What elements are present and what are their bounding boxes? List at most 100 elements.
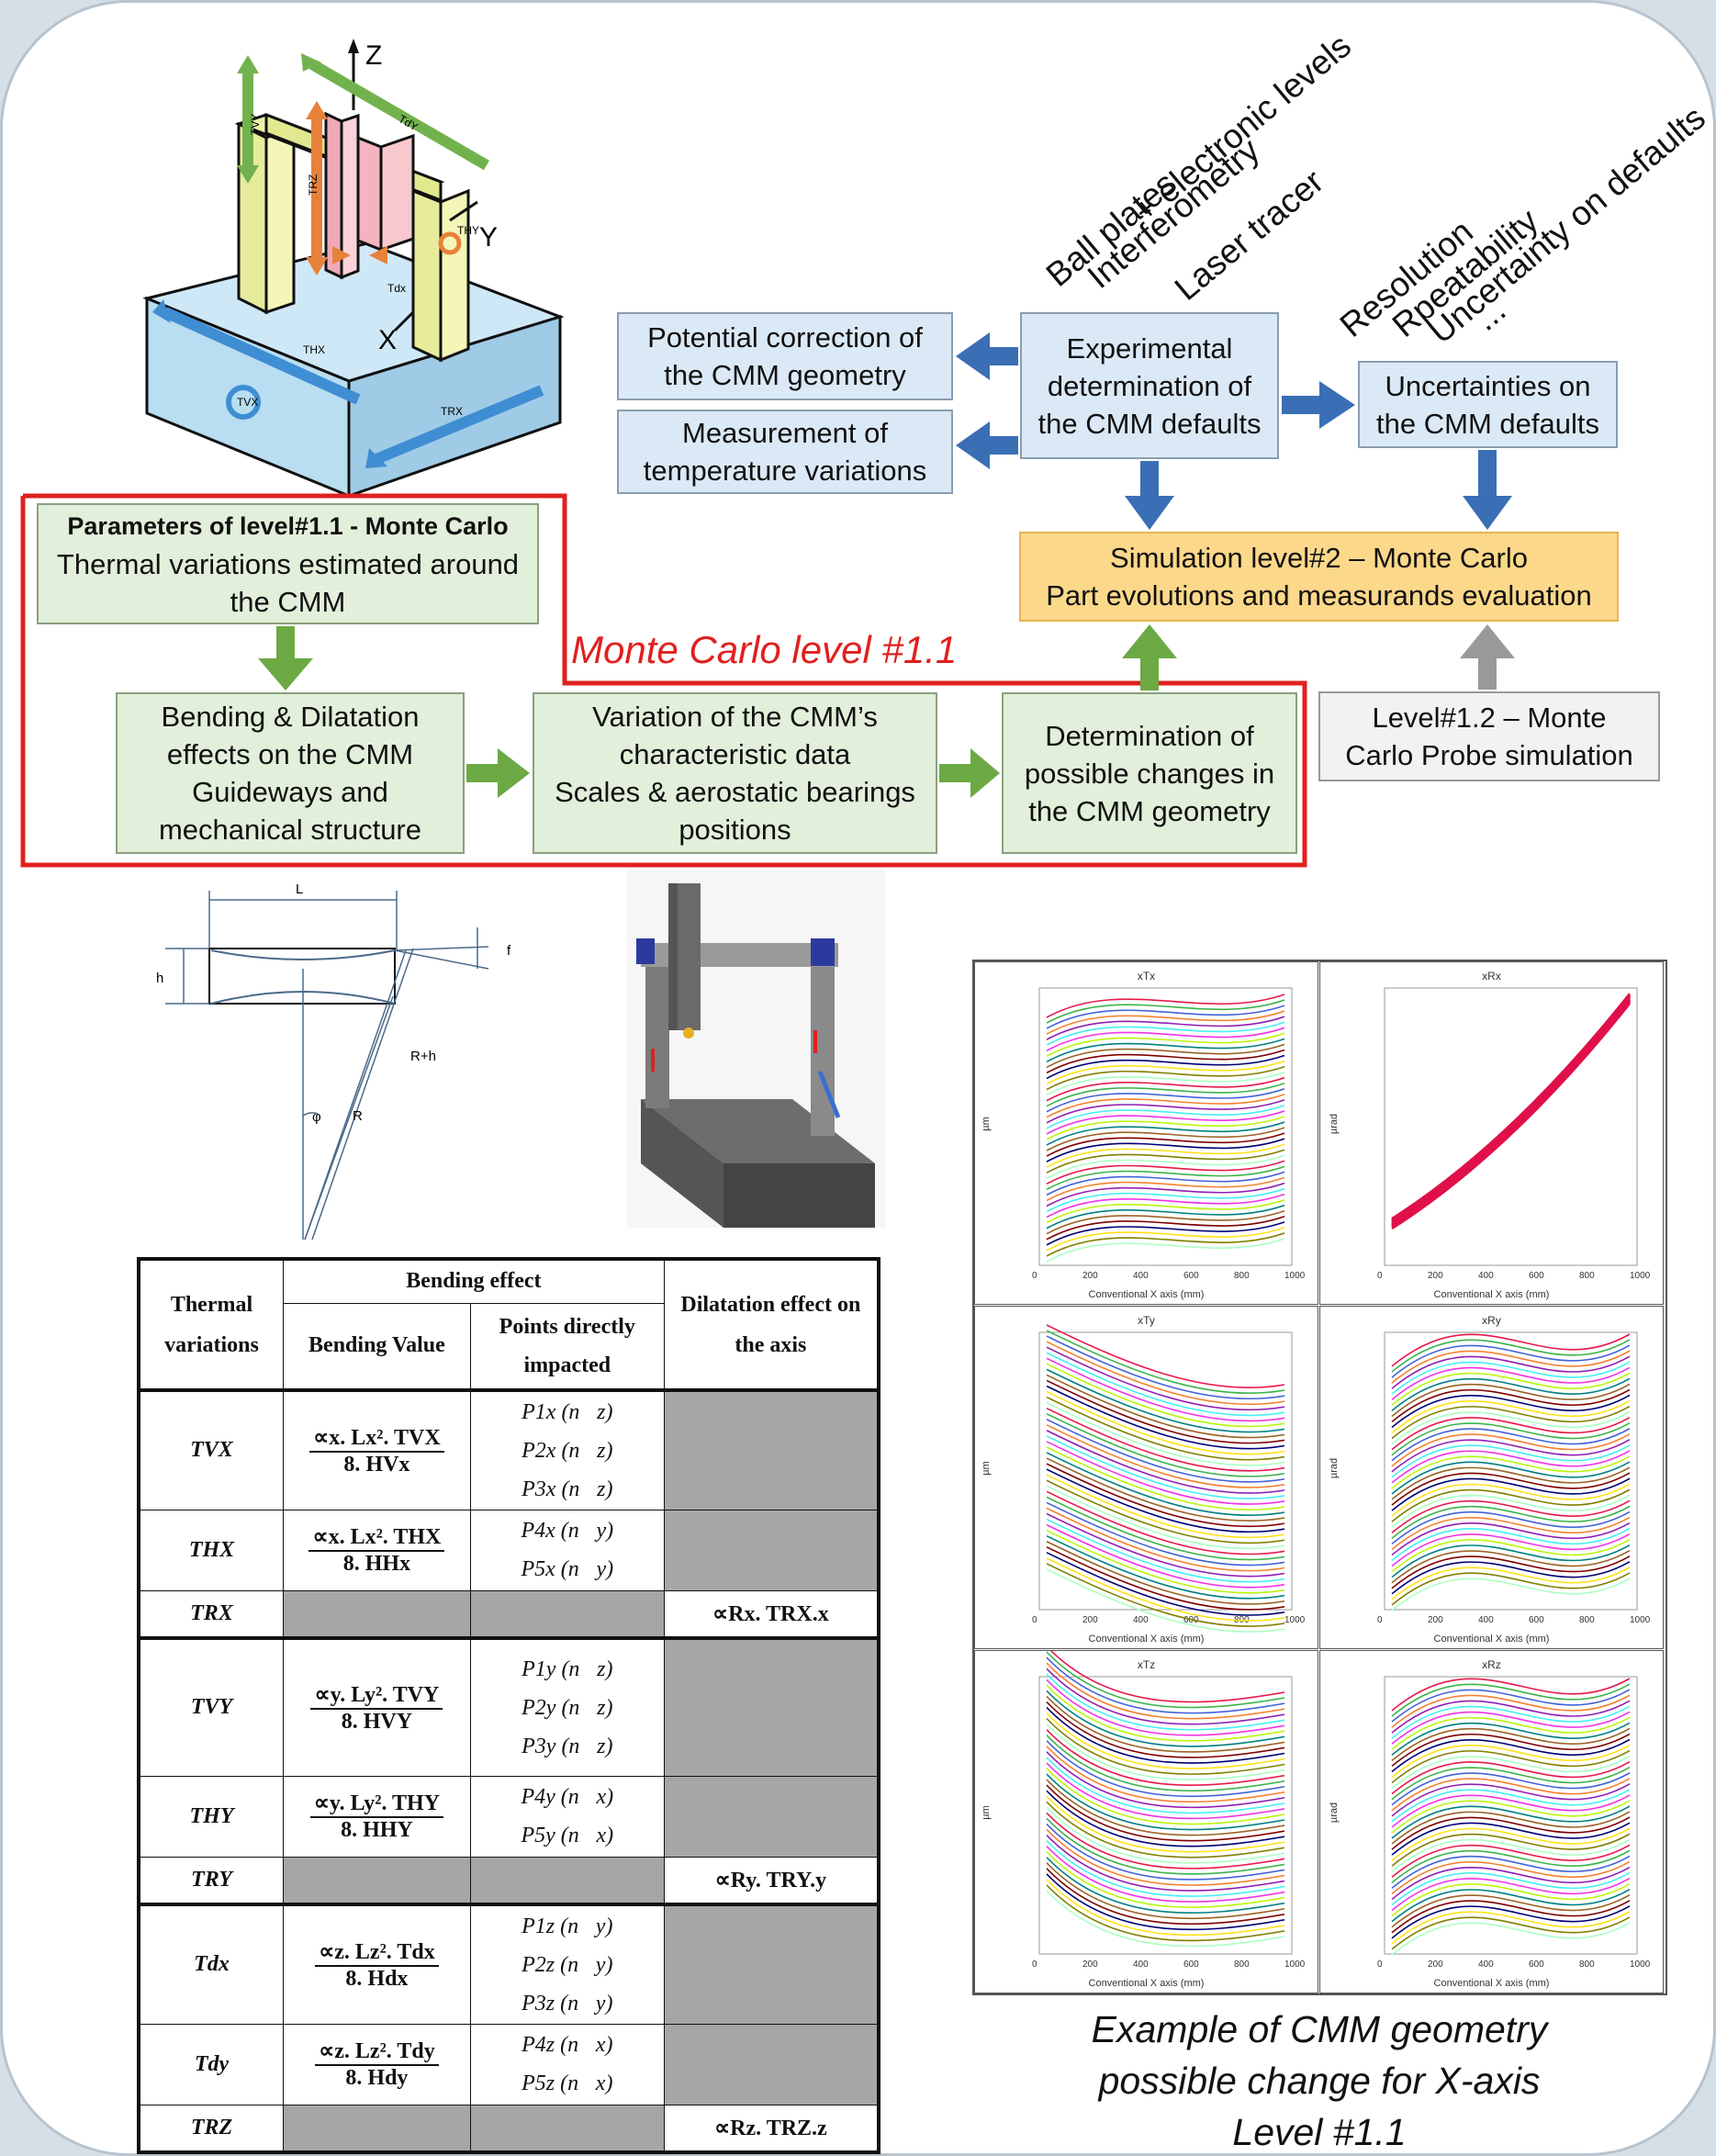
plot-xlabel: Conventional X axis (mm) bbox=[1088, 1978, 1205, 1989]
x-tick-label: 600 bbox=[1183, 1959, 1199, 1970]
series-curve bbox=[1046, 1082, 1285, 1107]
plot-frame bbox=[1384, 987, 1638, 1266]
series-curve bbox=[1046, 1132, 1285, 1157]
series-curve bbox=[1046, 1823, 1285, 1881]
plot-area: 0 200 400 600 800 1000 bbox=[1377, 987, 1651, 1281]
series-curve bbox=[1046, 1751, 1285, 1809]
arrow-level12-to-simulation bbox=[1460, 624, 1515, 690]
series-curve bbox=[1046, 1534, 1285, 1600]
impacted-point: P5z (n⃗x) bbox=[522, 2072, 613, 2095]
plot-xlabel: Conventional X axis (mm) bbox=[1088, 1634, 1205, 1645]
plot-frame bbox=[1038, 1331, 1293, 1611]
x-tick-label: 600 bbox=[1529, 1959, 1544, 1970]
x-tick-label: 0 bbox=[1032, 1615, 1037, 1625]
series-curve bbox=[1391, 1805, 1631, 1839]
series-curve bbox=[1391, 1694, 1631, 1728]
series-curve bbox=[1046, 1529, 1285, 1594]
series-curve bbox=[1391, 1488, 1631, 1522]
series-curve bbox=[1046, 1165, 1285, 1191]
trx-label: TRX bbox=[441, 405, 463, 418]
plot-frame bbox=[1038, 987, 1293, 1266]
bending-formula: ∝y. Ly². TVY 8. HVY bbox=[310, 1681, 443, 1735]
figure-caption: Example of CMM geometry possible change … bbox=[993, 2004, 1645, 2156]
series-curve bbox=[1046, 1160, 1285, 1185]
series-curve bbox=[1046, 1171, 1285, 1196]
series-curve bbox=[1046, 1501, 1285, 1566]
series-curve bbox=[1046, 1430, 1285, 1494]
series-curve bbox=[1046, 1049, 1285, 1074]
series-curve bbox=[1391, 1466, 1631, 1500]
col-dilatation-effect: Dilatation effect on the axis bbox=[663, 1258, 880, 1392]
series-curve bbox=[1046, 1840, 1285, 1897]
series-curve bbox=[1046, 1557, 1285, 1622]
series-curve bbox=[1046, 1463, 1285, 1528]
series-curve bbox=[1046, 1232, 1285, 1257]
bending-label-phi: φ bbox=[312, 1109, 321, 1125]
series-curve bbox=[1046, 1016, 1285, 1040]
series-curve bbox=[1391, 1578, 1631, 1611]
x-tick-label: 0 bbox=[1032, 1959, 1037, 1970]
series-curve bbox=[1046, 1143, 1285, 1168]
table-row: THY ∝y. Ly². THY 8. HHY P4y (n⃗x) P5y (n⃗x) bbox=[138, 1775, 880, 1858]
series-curve bbox=[1391, 1344, 1631, 1378]
series-curve bbox=[1046, 1879, 1285, 1937]
series-curve bbox=[1046, 1474, 1285, 1539]
series-curve bbox=[1046, 1735, 1285, 1792]
series-curve bbox=[1391, 1744, 1631, 1779]
series-curve bbox=[1391, 1900, 1631, 1934]
plot-xTx: xTx µm Conventional X axis (mm) 0 200 400 600 8… bbox=[974, 961, 1318, 1305]
formula-denominator: 8. Hdy bbox=[345, 2066, 409, 2090]
impacted-point: P3y (n⃗z) bbox=[522, 1734, 613, 1758]
thermal-variation-name: TRX bbox=[138, 1589, 284, 1640]
plot-xRx: xRx µrad Conventional X axis (mm) 0 200 400 60… bbox=[1319, 961, 1664, 1305]
series-curve bbox=[1391, 1477, 1631, 1511]
x-tick-label: 1000 bbox=[1630, 1959, 1651, 1970]
level12-probe-box: Level#1.2 – Monte Carlo Probe simulation bbox=[1318, 691, 1660, 781]
series-curve bbox=[1391, 1711, 1631, 1745]
axis-z-label: Z bbox=[365, 40, 382, 71]
bending-formula: ∝x. Lx². TVX 8. HVx bbox=[309, 1424, 444, 1477]
series-curve bbox=[1046, 1346, 1285, 1411]
series-curve bbox=[1046, 999, 1285, 1024]
col-points-impacted: Points directly impacted bbox=[469, 1302, 665, 1392]
series-curve bbox=[1046, 1127, 1285, 1151]
series-curve bbox=[1046, 1054, 1285, 1080]
x-tick-label: 600 bbox=[1529, 1271, 1544, 1281]
series-curve bbox=[1046, 1368, 1285, 1433]
plot-title: xRz bbox=[1482, 1658, 1501, 1671]
series-curve bbox=[1391, 1499, 1631, 1533]
series-curve bbox=[1046, 1673, 1285, 1731]
series-curve bbox=[1046, 1396, 1285, 1461]
series-curve bbox=[1391, 1827, 1631, 1861]
plot-title: xRy bbox=[1482, 1314, 1501, 1327]
x-tick-label: 800 bbox=[1579, 1615, 1595, 1625]
x-tick-label: 800 bbox=[1234, 1959, 1250, 1970]
series-curve bbox=[1391, 1422, 1631, 1456]
potential-correction-box: Potential correction of the CMM geometry bbox=[617, 312, 953, 400]
x-tick-label: 400 bbox=[1133, 1271, 1149, 1281]
series-curve bbox=[1046, 1193, 1285, 1218]
series-curve bbox=[1046, 1729, 1285, 1786]
series-curve bbox=[1391, 1855, 1631, 1890]
series-curve bbox=[1046, 1419, 1285, 1483]
bending-label-h: h bbox=[156, 971, 163, 986]
bending-value-cell: ∝z. Lz². Tdx 8. Hdx bbox=[282, 1903, 471, 2025]
table-row: TVX ∝x. Lx². TVX 8. HVx P1x (n⃗z) P2x (n⃗z) P… bbox=[138, 1389, 880, 1510]
impacted-point: P1y (n⃗z) bbox=[522, 1656, 613, 1681]
plot-area: 0 200 400 600 800 1000 bbox=[1032, 1324, 1306, 1633]
caption-line3: Level #1.1 bbox=[1232, 2111, 1407, 2153]
formula-denominator: 8. HHx bbox=[342, 1552, 411, 1576]
series-curve bbox=[1391, 1444, 1631, 1478]
series-curve bbox=[1391, 1350, 1631, 1384]
bending-value-cell bbox=[282, 1856, 471, 1906]
bending-formula: ∝y. Ly². THY 8. HHY bbox=[309, 1790, 444, 1843]
series-curve bbox=[1046, 1857, 1285, 1915]
arrow-to-uncertainties bbox=[1282, 381, 1355, 429]
series-curve bbox=[1046, 1238, 1285, 1263]
x-tick-label: 200 bbox=[1082, 1271, 1098, 1281]
series-curve bbox=[1391, 1522, 1631, 1556]
series-curve bbox=[1046, 1518, 1285, 1583]
dilatation-cell bbox=[663, 1775, 880, 1858]
caption-line2: possible change for X-axis bbox=[1098, 2060, 1541, 2102]
series-curve bbox=[1391, 997, 1631, 1225]
